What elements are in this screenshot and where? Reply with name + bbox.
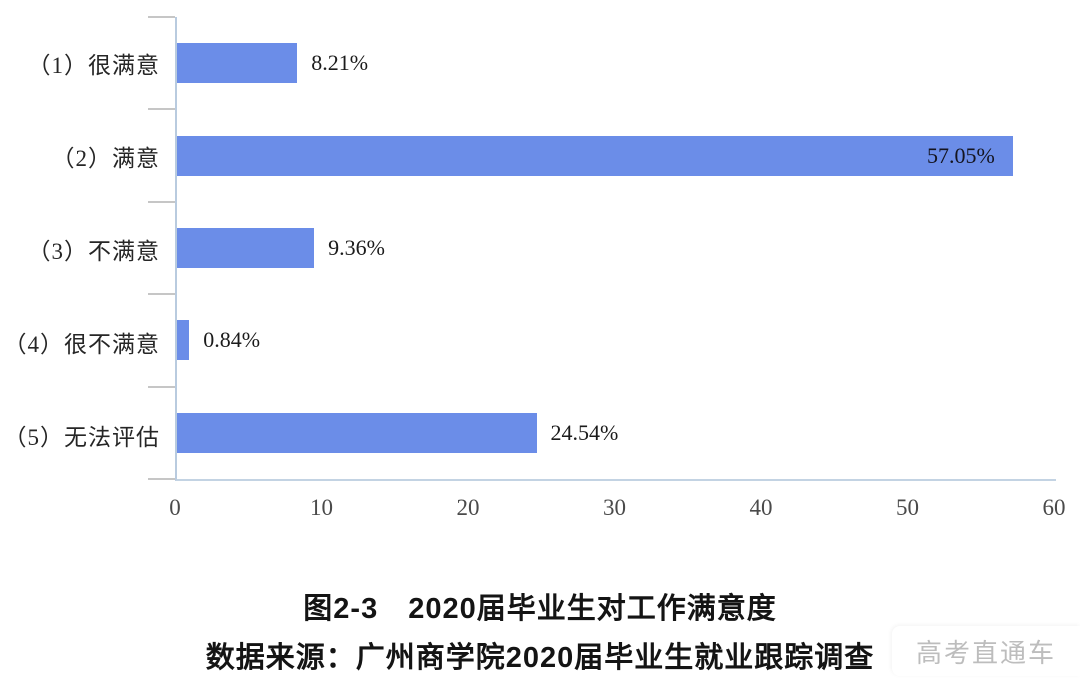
y-axis-tick (148, 200, 175, 203)
x-tick-label: 10 (309, 495, 333, 520)
caption-block: 图2-3 2020届毕业生对工作满意度 数据来源：广州商学院2020届毕业生就业… (0, 585, 1080, 676)
category-label: （4）很不满意 (3, 331, 160, 357)
y-axis-tick (148, 16, 175, 18)
bar-4 (177, 320, 190, 361)
bar-row: 8.21% (177, 17, 1056, 109)
bar-5 (177, 412, 537, 453)
bar-row: 24.54% (177, 387, 1056, 479)
y-axis-tick (148, 293, 175, 296)
bar-3 (177, 227, 315, 268)
data-label: 24.54% (550, 419, 619, 445)
data-label: 57.05% (926, 142, 995, 168)
x-tick-label: 60 (1042, 495, 1066, 520)
category-label: （5）无法评估 (3, 424, 160, 450)
y-axis-tick (148, 108, 175, 111)
figure-title: 图2-3 2020届毕业生对工作满意度 (303, 593, 777, 625)
y-axis-tick (148, 478, 175, 480)
x-tick-label: 0 (169, 495, 181, 520)
plot-area: 8.21% 57.05% 9.36% 0.84% 24.54% (148, 16, 1056, 481)
category-label: （2）满意 (51, 146, 160, 172)
watermark-badge: 高考直通车 (892, 626, 1080, 676)
watermark-text: 高考直通车 (915, 637, 1056, 668)
x-tick-label: 30 (603, 495, 626, 520)
bar-1 (177, 43, 298, 84)
data-label: 8.21% (311, 50, 369, 76)
y-axis-tick (148, 385, 175, 388)
bar-row: 0.84% (177, 294, 1056, 386)
bar-2: 57.05% (177, 135, 1013, 176)
data-label: 9.36% (328, 234, 385, 260)
x-tick-label: 20 (456, 495, 480, 520)
x-tick-label: 40 (749, 495, 773, 520)
data-label: 0.84% (203, 327, 261, 353)
category-label: （3）不满意 (27, 238, 160, 264)
x-tick-labels: 0 10 20 30 40 50 60 (169, 489, 1065, 529)
figure-source: 数据来源：广州商学院2020届毕业生就业跟踪调查 (205, 642, 875, 674)
bar-row: 9.36% (177, 202, 1056, 294)
y-labels: （1）很满意 （2）满意 （3）不满意 （4）很不满意 （5）无法评估 (0, 17, 160, 481)
x-tick-label: 50 (896, 495, 919, 520)
category-label: （1）很满意 (27, 53, 160, 79)
bar-row: 57.05% (177, 109, 1056, 201)
